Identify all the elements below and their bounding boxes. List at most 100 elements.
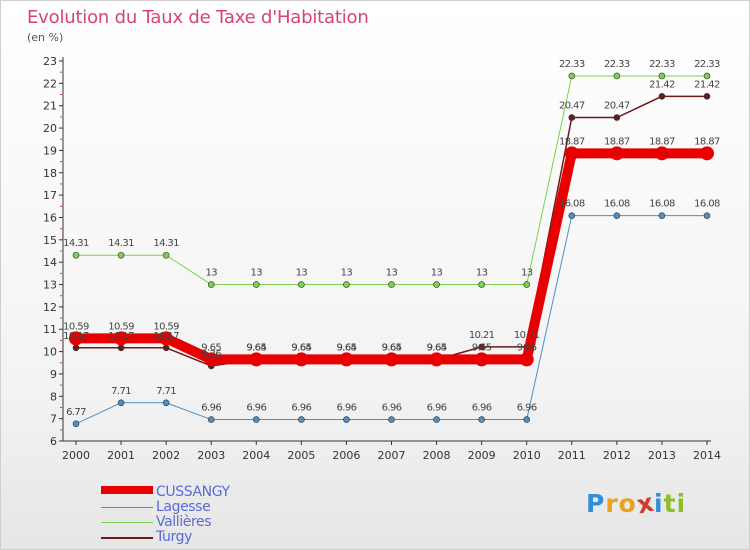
data-point-cussangy [204,352,219,367]
data-point-lagesse [298,416,305,423]
data-label-turgy: 10.21 [514,330,540,341]
data-point-cussangy [69,331,83,346]
legend-label: Vallières [156,514,212,530]
data-point-lagesse [388,416,395,423]
data-point-cussangy [294,352,309,367]
x-tick-label: 2013 [648,449,676,462]
legend-label: Lagesse [156,499,211,515]
data-label-cussangy: 10.59 [153,321,179,332]
x-tick-label: 2000 [62,449,90,462]
data-label-cussangy: 18.87 [649,136,675,147]
data-label-lagesse: 16.08 [559,199,585,210]
data-label-lagesse: 6.96 [336,403,356,414]
data-label-vallires: 13 [476,268,488,279]
legend-item-lagesse[interactable]: Lagesse [101,499,401,516]
data-label-cussangy: 9.65 [472,342,492,353]
data-label-cussangy: 9.65 [517,342,537,353]
y-tick-label: 12 [43,301,57,314]
x-tick-label: 2009 [468,449,496,462]
brand-letter: r [605,489,619,518]
data-label-vallires: 13 [296,268,308,279]
data-point-cussangy [339,352,354,367]
data-point-vallires [703,72,711,80]
y-tick-label: 13 [43,279,57,292]
y-tick-label: 20 [43,122,57,135]
y-tick-label: 15 [43,234,57,247]
x-tick-label: 2006 [332,449,360,462]
data-point-vallires [252,281,260,288]
y-tick-label: 6 [50,435,57,448]
data-point-vallires [117,251,125,259]
data-point-vallires [523,281,531,288]
x-tick-label: 2005 [287,449,315,462]
chart-axes: 6 7 8 9 10 11 12 13 14 15 16 17 18 19 20 21 22 23 2000 2001… [43,55,721,462]
data-label-turgy: 9.64 [291,343,311,354]
data-point-lagesse [568,212,576,219]
legend-item-turgy[interactable]: Turgy [101,529,401,546]
data-label-cussangy: 9.65 [427,342,447,353]
data-label-vallires: 22.33 [694,59,720,70]
data-label-lagesse: 16.08 [649,199,675,210]
data-label-cussangy: 9.65 [246,342,266,353]
y-tick-label: 9 [50,368,57,381]
data-point-turgy [568,114,576,121]
data-label-cussangy: 18.87 [694,136,720,147]
data-label-vallires: 13 [341,268,353,279]
data-point-vallires [388,281,395,288]
brand-letter: P [586,489,606,518]
data-label-turgy: 9.64 [427,343,447,354]
data-point-lagesse [523,416,531,423]
y-tick-label: 16 [43,211,57,224]
brand-letter: t [663,489,677,518]
data-point-lagesse [703,212,711,219]
data-point-cussangy [114,331,129,346]
data-label-lagesse: 7.71 [156,386,176,397]
y-tick-label: 22 [43,77,57,90]
data-label-lagesse: 6.96 [201,403,221,414]
data-point-lagesse [343,416,350,423]
y-tick-label: 17 [43,189,57,202]
data-label-turgy: 20.47 [604,101,630,112]
x-tick-label: 2001 [107,449,135,462]
data-label-lagesse: 16.08 [604,199,630,210]
legend-swatch [101,522,153,523]
y-tick-label: 21 [43,100,57,113]
data-point-vallires [162,251,170,259]
data-label-turgy: 9.64 [246,343,266,354]
data-point-vallires [658,72,666,80]
x-tick-label: 2014 [693,449,721,462]
data-point-cussangy [564,146,579,161]
x-tick-label: 2011 [558,449,586,462]
data-point-cussangy [519,352,534,367]
data-label-cussangy: 10.59 [63,321,89,332]
y-tick-label: 14 [43,256,57,269]
data-label-cussangy: 9.65 [382,342,402,353]
x-tick-label: 2008 [423,449,451,462]
data-point-vallires [478,281,485,288]
data-point-lagesse [658,212,666,219]
data-point-vallires [298,281,305,288]
data-label-lagesse: 6.96 [427,403,447,414]
legend-item-cussangy[interactable]: CUSSANGY [101,484,401,501]
data-point-cussangy [474,352,489,367]
data-label-lagesse: 6.96 [472,403,492,414]
data-point-turgy [478,343,485,351]
data-point-vallires [72,251,80,259]
data-label-vallires: 13 [205,268,217,279]
data-point-lagesse [252,416,260,423]
data-point-turgy [658,93,666,100]
data-label-turgy: 10.21 [469,330,495,341]
data-label-lagesse: 6.96 [382,403,402,414]
data-point-cussangy [384,352,399,367]
data-label-turgy: 9.64 [336,343,356,354]
data-label-vallires: 13 [386,268,398,279]
data-label-turgy: 10.17 [153,331,179,342]
data-label-vallires: 13 [521,268,533,279]
legend: CUSSANGY Lagesse Vallières Turgy [101,484,401,546]
data-point-lagesse [478,416,485,423]
y-tick-label: 19 [43,144,57,157]
legend-item-vallieres[interactable]: Vallières [101,514,401,531]
data-point-lagesse [72,420,80,428]
legend-label: CUSSANGY [156,484,230,500]
